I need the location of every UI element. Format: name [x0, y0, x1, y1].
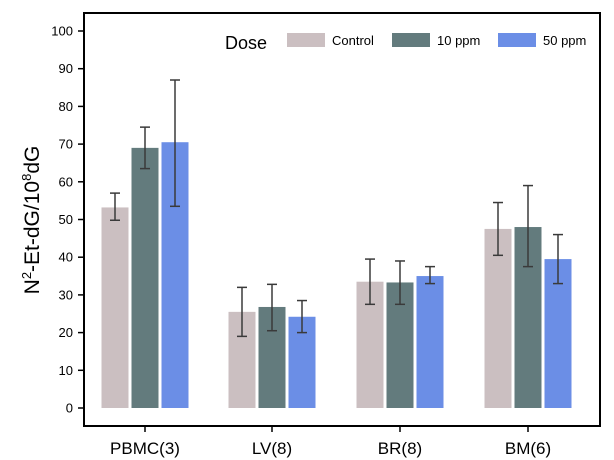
legend-swatch	[498, 33, 536, 47]
y-tick-label: 100	[51, 24, 73, 39]
y-tick-label: 60	[59, 174, 73, 189]
y-tick-label: 20	[59, 325, 73, 340]
legend-swatch	[392, 33, 430, 47]
y-tick-label: 70	[59, 137, 73, 152]
x-tick-label: BM(6)	[505, 439, 551, 458]
legend-label: 50 ppm	[543, 33, 586, 48]
bar	[131, 147, 159, 408]
legend-label: Control	[332, 33, 374, 48]
y-tick-label: 80	[59, 99, 73, 114]
bar	[484, 228, 512, 408]
y-tick-label: 90	[59, 61, 73, 76]
legend-title: Dose	[225, 33, 267, 53]
bar	[101, 207, 129, 408]
y-tick-label: 30	[59, 287, 73, 302]
x-tick-label: BR(8)	[378, 439, 422, 458]
legend-swatch	[287, 33, 325, 47]
y-tick-label: 0	[66, 401, 73, 416]
y-tick-label: 10	[59, 363, 73, 378]
y-tick-label: 40	[59, 250, 73, 265]
x-tick-label: PBMC(3)	[110, 439, 180, 458]
y-tick-label: 50	[59, 212, 73, 227]
legend-label: 10 ppm	[437, 33, 480, 48]
x-tick-label: LV(8)	[252, 439, 292, 458]
bar	[416, 276, 444, 408]
